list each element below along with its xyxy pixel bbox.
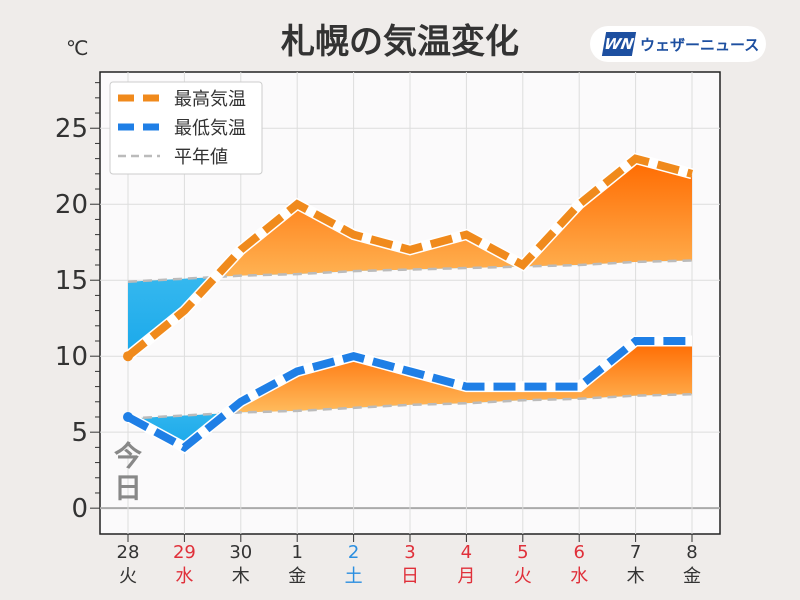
legend-label: 最低気温 — [174, 118, 246, 139]
x-tick-day: 4 — [461, 542, 472, 563]
logo-text: ウェザーニュース — [640, 35, 760, 54]
x-tick-weekday: 土 — [345, 566, 363, 587]
x-tick-weekday: 金 — [683, 566, 701, 587]
x-tick-weekday: 火 — [514, 566, 532, 587]
x-tick-day: 6 — [573, 542, 584, 563]
high-temp-line — [125, 154, 694, 360]
x-tick-day: 3 — [404, 542, 415, 563]
legend-label: 最高気温 — [174, 89, 246, 110]
x-tick-day: 28 — [117, 542, 140, 563]
x-tick-weekday: 木 — [627, 566, 645, 587]
y-tick-label: 5 — [71, 418, 88, 448]
x-tick-weekday: 火 — [119, 566, 137, 587]
chart-title: 札幌の気温変化 — [281, 22, 519, 62]
y-tick-label: 0 — [71, 494, 88, 524]
x-tick-day: 2 — [348, 542, 359, 563]
above-normal-fill — [128, 158, 692, 282]
low-temp-line — [126, 336, 692, 453]
x-tick-day: 29 — [173, 542, 196, 563]
legend-label: 平年値 — [174, 147, 228, 168]
y-tick-label: 15 — [55, 266, 88, 296]
legend-box — [109, 81, 263, 175]
high-temp-line-today-point — [123, 351, 133, 362]
low-temp-line-today-point — [123, 411, 133, 422]
x-tick-day: 1 — [291, 542, 302, 563]
x-tick-weekday: 木 — [232, 566, 250, 587]
x-tick-day: 30 — [229, 542, 252, 563]
y-axis-unit: ℃ — [66, 36, 89, 60]
x-tick-weekday: 月 — [457, 566, 475, 587]
x-tick-weekday: 金 — [288, 566, 306, 587]
above-normal-fill — [128, 340, 692, 419]
x-tick-day: 7 — [630, 542, 641, 563]
today-label: 今日 — [114, 440, 142, 505]
x-tick-day: 5 — [517, 542, 528, 563]
y-tick-label: 20 — [55, 190, 88, 220]
y-tick-label: 25 — [55, 114, 88, 144]
weathernews-logo: WN ウェザーニュース — [590, 26, 766, 62]
y-tick-label: 10 — [55, 342, 88, 372]
x-tick-weekday: 水 — [570, 566, 588, 587]
x-tick-weekday: 水 — [175, 566, 193, 587]
x-tick-day: 8 — [686, 542, 697, 563]
x-tick-weekday: 日 — [401, 566, 419, 587]
